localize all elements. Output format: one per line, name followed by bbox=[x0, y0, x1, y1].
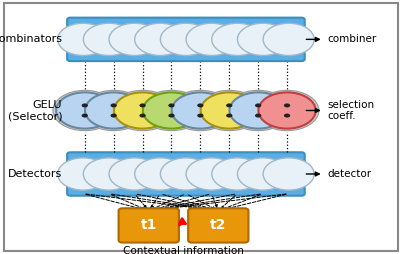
FancyBboxPatch shape bbox=[118, 208, 178, 243]
Text: GELU
(Selector): GELU (Selector) bbox=[8, 100, 62, 121]
Circle shape bbox=[254, 114, 261, 118]
Circle shape bbox=[283, 103, 290, 107]
Circle shape bbox=[56, 92, 113, 129]
Circle shape bbox=[200, 92, 257, 129]
FancyBboxPatch shape bbox=[67, 18, 304, 61]
Circle shape bbox=[168, 90, 232, 131]
Circle shape bbox=[168, 103, 174, 107]
Circle shape bbox=[186, 23, 237, 56]
Circle shape bbox=[83, 158, 134, 190]
Circle shape bbox=[139, 114, 146, 118]
Circle shape bbox=[57, 23, 108, 56]
Circle shape bbox=[168, 114, 174, 118]
Circle shape bbox=[139, 90, 203, 131]
Circle shape bbox=[110, 114, 117, 118]
Text: Combinators: Combinators bbox=[0, 34, 62, 44]
Circle shape bbox=[171, 92, 229, 129]
Circle shape bbox=[263, 23, 314, 56]
Circle shape bbox=[237, 158, 288, 190]
Circle shape bbox=[225, 103, 232, 107]
Circle shape bbox=[283, 114, 290, 118]
Circle shape bbox=[211, 23, 262, 56]
Circle shape bbox=[142, 92, 200, 129]
FancyBboxPatch shape bbox=[188, 208, 248, 243]
Circle shape bbox=[160, 158, 211, 190]
Circle shape bbox=[81, 103, 88, 107]
Circle shape bbox=[109, 23, 160, 56]
Circle shape bbox=[160, 23, 211, 56]
Circle shape bbox=[57, 158, 108, 190]
Circle shape bbox=[226, 90, 289, 131]
Circle shape bbox=[113, 92, 171, 129]
Text: Detectors: Detectors bbox=[8, 169, 62, 179]
Text: t1: t1 bbox=[140, 218, 156, 232]
Circle shape bbox=[82, 90, 145, 131]
Circle shape bbox=[255, 90, 318, 131]
FancyBboxPatch shape bbox=[4, 3, 397, 251]
Circle shape bbox=[134, 23, 185, 56]
Circle shape bbox=[139, 103, 146, 107]
Circle shape bbox=[85, 92, 142, 129]
Circle shape bbox=[229, 92, 286, 129]
Circle shape bbox=[197, 90, 261, 131]
Circle shape bbox=[83, 23, 134, 56]
Circle shape bbox=[197, 114, 203, 118]
Circle shape bbox=[211, 158, 262, 190]
Circle shape bbox=[109, 158, 160, 190]
Text: detector: detector bbox=[327, 169, 371, 179]
Circle shape bbox=[258, 92, 315, 129]
Circle shape bbox=[254, 103, 261, 107]
Circle shape bbox=[110, 90, 174, 131]
Text: combiner: combiner bbox=[327, 34, 376, 44]
Text: Contextual information: Contextual information bbox=[123, 246, 243, 254]
Circle shape bbox=[237, 23, 288, 56]
Circle shape bbox=[134, 158, 185, 190]
Circle shape bbox=[110, 103, 117, 107]
Text: t2: t2 bbox=[210, 218, 226, 232]
Text: selection
coeff.: selection coeff. bbox=[327, 100, 374, 121]
Circle shape bbox=[81, 114, 88, 118]
Circle shape bbox=[263, 158, 314, 190]
Circle shape bbox=[225, 114, 232, 118]
FancyBboxPatch shape bbox=[67, 152, 304, 196]
Circle shape bbox=[197, 103, 203, 107]
Circle shape bbox=[53, 90, 116, 131]
Circle shape bbox=[186, 158, 237, 190]
